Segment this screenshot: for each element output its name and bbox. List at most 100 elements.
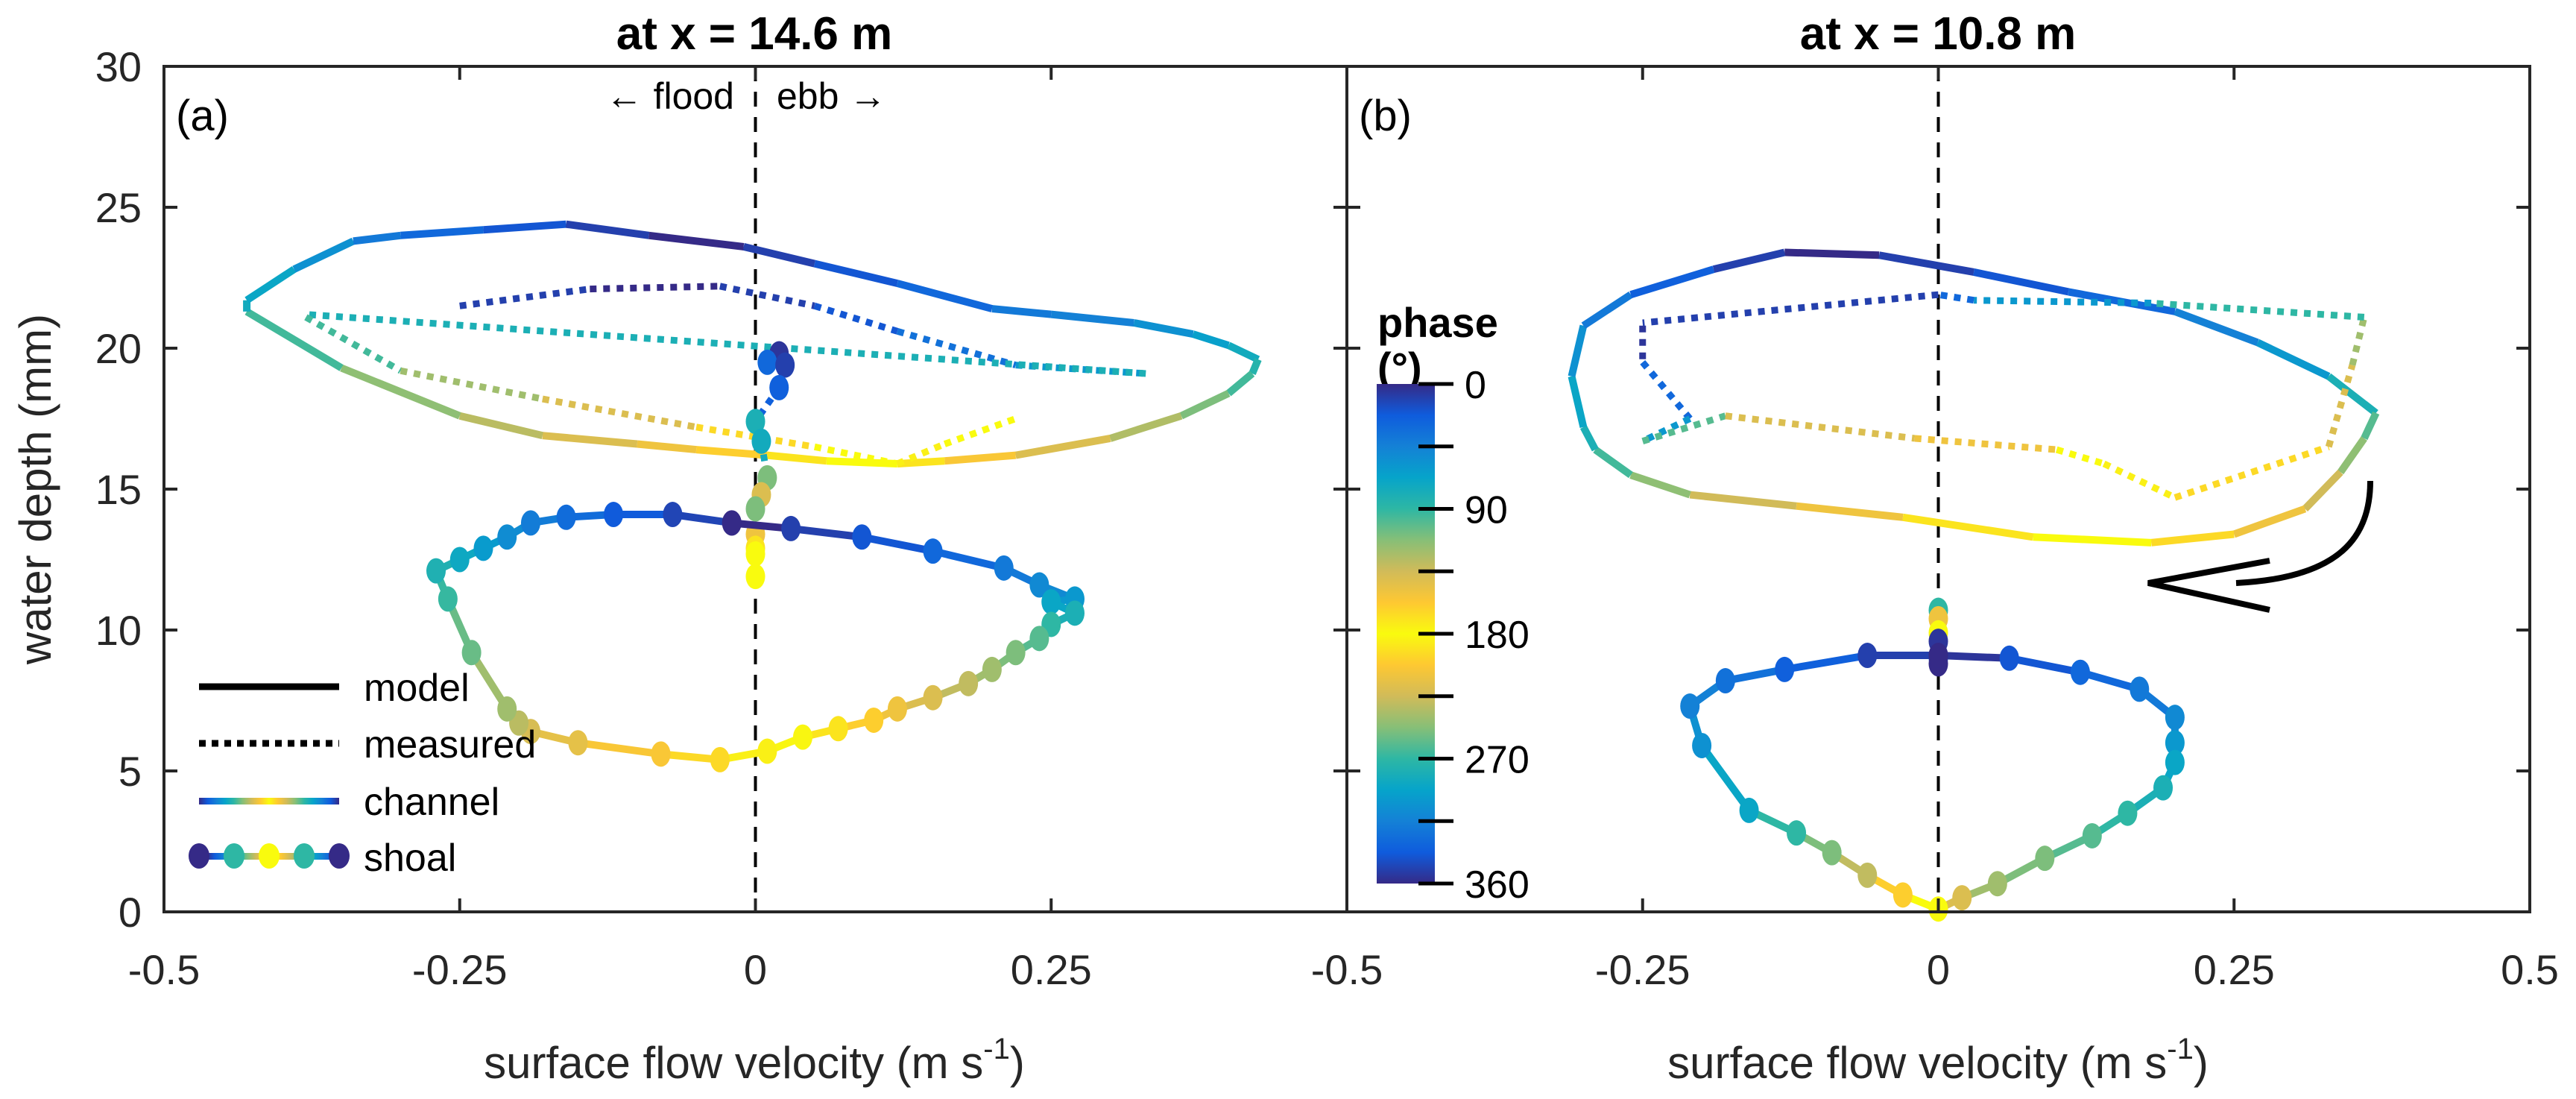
series-segment bbox=[590, 283, 720, 293]
data-point bbox=[923, 538, 943, 564]
series-segment bbox=[1248, 358, 1262, 375]
data-point bbox=[745, 409, 765, 435]
panel-a-label: (a) bbox=[176, 92, 229, 140]
panel-a-title: at x = 14.6 m bbox=[616, 8, 893, 60]
series-segment bbox=[660, 750, 721, 763]
x-axis-label-b: surface flow velocity (m s-1) bbox=[1667, 1033, 2209, 1088]
data-point bbox=[710, 746, 730, 772]
series-segment bbox=[1050, 310, 1134, 327]
data-point bbox=[1857, 862, 1878, 888]
flood-annotation: ← flood bbox=[606, 75, 734, 117]
series-segment bbox=[2008, 654, 2081, 676]
data-point bbox=[745, 564, 765, 590]
series-segment bbox=[1568, 324, 1588, 377]
series-segment bbox=[1227, 341, 1260, 363]
data-point bbox=[449, 547, 470, 573]
series-segment bbox=[1593, 447, 1633, 479]
series-segment bbox=[1937, 291, 1974, 304]
series-segment bbox=[483, 220, 566, 234]
series-segment bbox=[1133, 319, 1194, 338]
colorbar-tick-label: 180 bbox=[1465, 614, 1530, 657]
data-point bbox=[1680, 693, 1700, 719]
rotation-arrow-icon bbox=[2235, 480, 2373, 586]
y-tick-label: 30 bbox=[95, 43, 142, 90]
series-segment bbox=[944, 451, 1017, 465]
data-point bbox=[438, 586, 458, 612]
series-segment bbox=[542, 395, 697, 431]
data-point bbox=[1822, 840, 1842, 866]
series-segment bbox=[1641, 415, 1692, 444]
panel-b-label: (b) bbox=[1359, 92, 1412, 140]
data-point bbox=[1999, 645, 2019, 671]
legend-measured-label: measured bbox=[364, 723, 536, 766]
series-segment bbox=[565, 220, 650, 239]
data-point bbox=[923, 684, 943, 711]
data-point bbox=[604, 502, 624, 528]
data-point bbox=[828, 716, 848, 742]
y-tick-label: 15 bbox=[95, 466, 142, 513]
series-segment bbox=[1699, 743, 1752, 813]
data-point bbox=[461, 640, 482, 666]
x-tick-label: 0.25 bbox=[2194, 946, 2275, 993]
data-point bbox=[1029, 626, 1049, 652]
series-segment bbox=[897, 457, 945, 467]
x-tick-label: 0.5 bbox=[2501, 946, 2559, 993]
data-point bbox=[769, 374, 789, 400]
series-segment bbox=[340, 364, 461, 420]
data-point bbox=[2153, 775, 2174, 801]
series-segment bbox=[2349, 316, 2368, 366]
data-point bbox=[2118, 800, 2138, 826]
data-point bbox=[663, 502, 683, 528]
series-segment bbox=[1712, 248, 1786, 274]
data-point bbox=[887, 696, 907, 722]
y-axis-label: water depth (mm) bbox=[10, 314, 60, 665]
data-point bbox=[556, 504, 576, 530]
colorbar-tick-label: 360 bbox=[1465, 863, 1530, 907]
series-segment bbox=[1640, 360, 1693, 421]
x-tick-label: -0.25 bbox=[412, 946, 508, 993]
legend: model measured channel shoal bbox=[189, 667, 536, 880]
series-segment bbox=[1179, 389, 1231, 420]
data-point bbox=[757, 349, 777, 375]
series-segment bbox=[2174, 308, 2259, 347]
rotation-arrowhead-icon bbox=[2147, 558, 2270, 613]
data-point bbox=[2165, 730, 2185, 756]
series-segment bbox=[577, 739, 662, 758]
series-segment bbox=[943, 415, 1017, 447]
series-segment bbox=[790, 524, 862, 541]
x-axis-label-a: surface flow velocity (m s-1) bbox=[484, 1033, 1025, 1088]
data-point bbox=[775, 352, 795, 378]
legend-shoal-swatch bbox=[189, 843, 350, 869]
series-segment bbox=[695, 446, 768, 459]
colorbar-tick-label: 0 bbox=[1465, 364, 1486, 407]
series-segment bbox=[2326, 373, 2378, 416]
colorbar: phase (°) 0 90 180 270 360 bbox=[1377, 299, 1530, 907]
x-axis-label-b-close: ) bbox=[2194, 1038, 2209, 1088]
x-tick-label: -0.25 bbox=[1595, 946, 1690, 993]
legend-shoal-label: shoal bbox=[364, 837, 456, 880]
panel-a bbox=[243, 66, 1262, 912]
series-segment bbox=[1724, 666, 1786, 684]
x-axis-label-b-sup: -1 bbox=[2167, 1033, 2194, 1065]
data-point bbox=[473, 535, 493, 561]
series-segment bbox=[2174, 444, 2330, 501]
series-segment bbox=[1784, 652, 1869, 673]
series-segment bbox=[2102, 460, 2176, 501]
series-segment bbox=[1914, 435, 2057, 453]
data-point bbox=[1775, 656, 1795, 682]
x-tick-label: 0 bbox=[744, 946, 767, 993]
colorbar-ticks: 0 90 180 270 360 bbox=[1418, 364, 1530, 907]
series-segment bbox=[1014, 435, 1111, 459]
series-segment bbox=[813, 302, 899, 335]
data-point bbox=[426, 558, 446, 584]
series-segment bbox=[2255, 338, 2331, 380]
data-point bbox=[1692, 732, 1712, 758]
y-tick-label: 10 bbox=[95, 607, 142, 654]
series-segment bbox=[244, 308, 344, 371]
series-segment bbox=[813, 443, 898, 467]
data-point bbox=[1987, 871, 2007, 897]
series-segment bbox=[458, 412, 543, 440]
data-point bbox=[2082, 822, 2102, 848]
series-segment bbox=[2337, 436, 2367, 475]
